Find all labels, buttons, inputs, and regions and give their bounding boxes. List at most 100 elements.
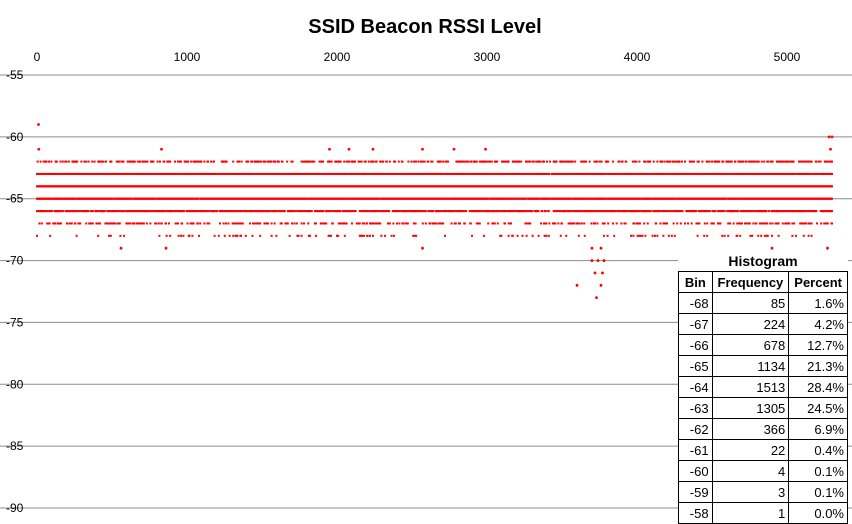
data-point <box>91 160 94 163</box>
data-point <box>523 210 526 213</box>
data-point <box>187 210 190 213</box>
data-point <box>108 172 110 175</box>
data-point <box>561 160 564 163</box>
data-point <box>594 210 596 213</box>
data-point <box>124 210 127 213</box>
data-point <box>680 210 683 213</box>
data-point <box>372 160 375 163</box>
data-point <box>62 210 65 213</box>
data-point <box>541 210 544 213</box>
data-point <box>154 172 157 175</box>
data-point <box>467 160 470 163</box>
data-point <box>633 160 636 163</box>
data-point <box>442 172 445 175</box>
data-point <box>85 210 88 213</box>
data-point <box>261 210 264 213</box>
data-point <box>357 197 359 200</box>
data-point <box>300 160 303 163</box>
data-point <box>681 210 684 213</box>
data-point <box>77 210 80 213</box>
data-point <box>718 160 721 163</box>
data-point <box>601 210 604 213</box>
data-point <box>156 210 159 213</box>
data-point <box>666 210 669 213</box>
data-point <box>727 210 730 213</box>
data-point <box>281 160 284 163</box>
data-point <box>336 160 339 163</box>
data-point <box>231 210 234 213</box>
data-point <box>763 172 766 175</box>
data-point <box>568 172 571 175</box>
data-point <box>674 172 677 175</box>
data-point <box>538 197 541 200</box>
data-point <box>352 210 355 213</box>
data-point <box>328 160 331 163</box>
data-point <box>163 210 166 213</box>
data-point <box>114 197 116 200</box>
data-point <box>815 160 818 163</box>
data-point <box>502 172 505 175</box>
data-point <box>200 210 203 213</box>
data-point <box>134 210 137 213</box>
data-point <box>375 210 378 213</box>
data-point <box>295 210 298 213</box>
data-point <box>466 172 469 175</box>
data-point <box>591 197 593 200</box>
data-point <box>487 172 490 175</box>
data-point <box>763 160 766 163</box>
data-point <box>618 160 620 163</box>
data-point <box>532 172 535 175</box>
data-point <box>582 160 585 163</box>
data-point <box>354 172 357 175</box>
data-point <box>76 210 79 213</box>
data-point <box>383 210 386 213</box>
data-point <box>57 172 59 175</box>
data-point <box>496 210 499 213</box>
data-point <box>64 160 67 163</box>
data-point <box>383 172 386 175</box>
data-point <box>598 210 601 213</box>
data-point <box>585 197 588 200</box>
data-point <box>394 160 397 163</box>
data-point <box>571 210 574 213</box>
data-point <box>829 172 832 175</box>
data-point <box>194 210 197 213</box>
data-point <box>706 160 709 163</box>
data-point <box>518 197 521 200</box>
data-point <box>264 160 266 163</box>
data-point <box>335 160 338 163</box>
data-point <box>248 172 251 175</box>
data-point <box>471 210 473 213</box>
data-point <box>632 210 635 213</box>
data-point <box>627 172 629 175</box>
data-point <box>664 197 667 200</box>
data-point <box>519 210 522 213</box>
data-point <box>421 160 424 163</box>
data-point <box>475 160 478 163</box>
data-point <box>142 160 145 163</box>
data-point <box>58 210 61 213</box>
data-point <box>825 160 828 163</box>
data-point <box>174 160 176 163</box>
data-point <box>693 210 696 213</box>
data-point <box>647 210 650 213</box>
data-point <box>711 160 713 163</box>
data-point <box>343 160 346 163</box>
data-point <box>117 160 119 163</box>
data-point <box>268 210 271 213</box>
data-point <box>721 210 724 213</box>
data-point <box>684 160 686 163</box>
data-point <box>582 210 584 213</box>
data-point <box>742 160 745 163</box>
data-point <box>225 160 228 163</box>
data-point <box>197 160 200 163</box>
data-point <box>306 160 308 163</box>
data-point <box>564 160 567 163</box>
data-point <box>672 197 674 200</box>
data-point <box>192 210 195 213</box>
data-point <box>96 210 98 213</box>
data-point <box>703 210 706 213</box>
data-point <box>118 210 121 213</box>
data-point <box>417 210 420 213</box>
data-point <box>621 160 624 163</box>
